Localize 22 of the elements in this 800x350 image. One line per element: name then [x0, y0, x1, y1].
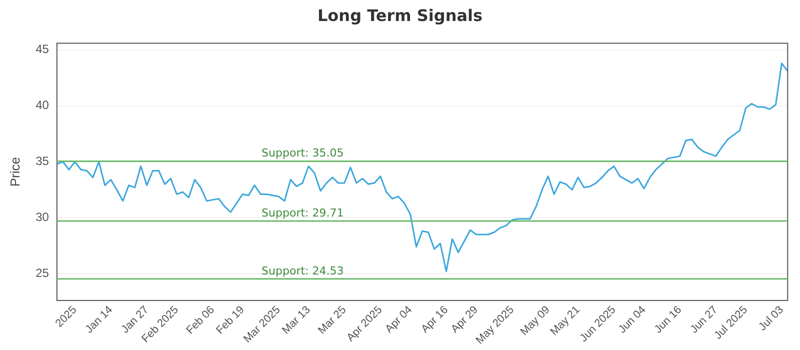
x-tick-label: Jul 03	[756, 304, 786, 334]
y-axis-title: Price	[7, 157, 22, 187]
x-tick-label: Feb 19	[214, 304, 247, 337]
x-tick-label: Apr 04	[383, 304, 415, 336]
x-tick-label: Mar 25	[316, 304, 349, 337]
x-tick-label: Apr 29	[449, 304, 480, 336]
chart-title: Long Term Signals	[316, 6, 484, 27]
x-tick-label: Mar 13	[280, 304, 313, 337]
ref-line-label: Support: 24.53	[262, 264, 344, 278]
x-tick-label: Feb 06	[184, 304, 217, 337]
x-tick-label: Jan 14	[83, 304, 116, 336]
y-tick-label: 25	[36, 266, 50, 280]
x-tick-label: Jun 04	[616, 304, 648, 336]
x-tick-label: May 21	[548, 304, 582, 338]
ref-line-label: Support: 29.71	[262, 206, 344, 220]
y-tick-label: 40	[36, 98, 50, 112]
x-tick-label: Apr 16	[419, 304, 451, 336]
y-tick-label: 30	[36, 210, 50, 224]
y-tick-label: 45	[36, 42, 50, 56]
x-tick-label: Jun 16	[652, 304, 684, 336]
y-tick-label: 35	[36, 154, 50, 168]
ref-line-label: Support: 35.05	[262, 146, 344, 160]
